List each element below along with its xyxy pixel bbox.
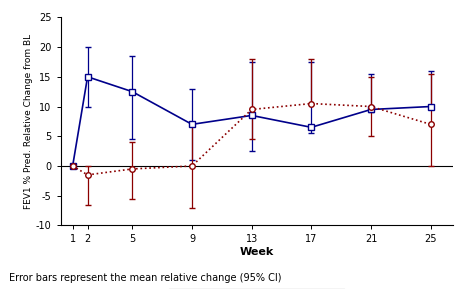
X-axis label: Week: Week (240, 247, 274, 257)
Text: Error bars represent the mean relative change (95% CI): Error bars represent the mean relative c… (9, 273, 282, 283)
Y-axis label: FEV1 % Pred. Relative Change from BL: FEV1 % Pred. Relative Change from BL (24, 34, 33, 209)
Legend: TOBI Podhaler, Placebo: TOBI Podhaler, Placebo (167, 288, 347, 289)
